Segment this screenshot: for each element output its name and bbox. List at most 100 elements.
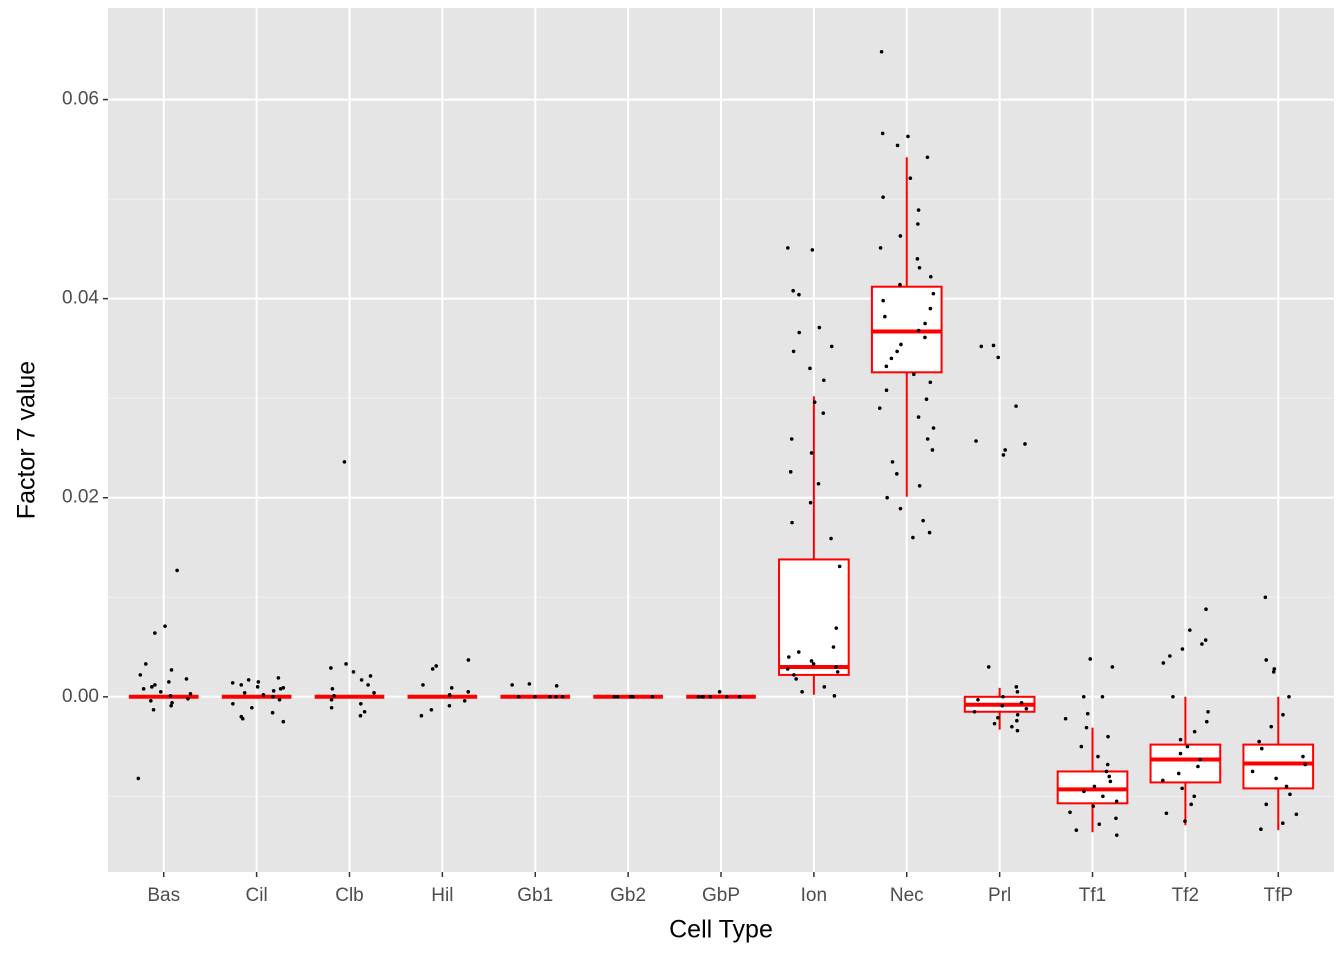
point: [1164, 811, 1169, 816]
point: [1097, 822, 1102, 827]
point: [1161, 778, 1165, 783]
y-tick-label: 0.06: [62, 89, 99, 110]
point: [1088, 657, 1093, 661]
point: [884, 364, 889, 369]
point: [895, 472, 899, 476]
point: [789, 437, 794, 441]
point: [554, 684, 559, 688]
point: [516, 695, 521, 699]
point: [332, 694, 336, 698]
point: [829, 344, 834, 349]
point: [330, 687, 335, 691]
grid: [108, 8, 1334, 872]
point: [791, 288, 795, 293]
point: [1185, 744, 1190, 749]
point: [1015, 712, 1020, 717]
point: [1178, 751, 1183, 756]
point: [1001, 695, 1005, 699]
x-tick-label: GbP: [702, 885, 740, 906]
point: [928, 306, 933, 311]
point: [1084, 725, 1089, 730]
x-tick-label: Gb2: [610, 885, 646, 906]
point: [158, 690, 163, 694]
point: [979, 344, 984, 349]
point: [447, 703, 452, 708]
point: [1294, 812, 1299, 817]
point: [785, 667, 790, 671]
point: [1200, 642, 1204, 646]
point: [1257, 739, 1261, 744]
point: [1104, 769, 1109, 774]
point: [175, 568, 179, 573]
point: [169, 703, 173, 708]
point: [351, 670, 356, 674]
point: [925, 155, 930, 160]
point: [927, 530, 932, 535]
point: [1015, 728, 1020, 733]
point: [250, 705, 254, 710]
point: [822, 685, 827, 689]
point: [1204, 607, 1208, 612]
point: [1096, 754, 1100, 759]
box: [1149, 743, 1222, 784]
point: [138, 673, 143, 677]
x-tick-label: Clb: [335, 885, 364, 906]
point: [1082, 789, 1086, 794]
point: [885, 495, 889, 500]
point: [1081, 695, 1086, 699]
point: [136, 776, 141, 781]
point: [1015, 690, 1020, 694]
point: [421, 683, 425, 687]
point: [366, 683, 370, 687]
point: [1092, 784, 1097, 789]
point: [916, 415, 921, 419]
point: [812, 400, 817, 404]
point: [832, 694, 837, 698]
point: [1180, 647, 1185, 651]
point: [169, 668, 174, 672]
point: [917, 483, 922, 488]
point: [329, 666, 333, 670]
point: [708, 695, 713, 699]
point: [817, 325, 822, 330]
point: [884, 388, 889, 393]
point: [1014, 404, 1018, 408]
point: [170, 700, 174, 705]
point: [809, 451, 814, 455]
point: [908, 176, 913, 181]
point: [276, 676, 281, 680]
point: [696, 695, 701, 699]
point: [1107, 774, 1112, 779]
point: [1301, 754, 1305, 759]
point: [188, 692, 193, 696]
point: [362, 709, 367, 714]
point: [231, 701, 235, 706]
point: [928, 274, 933, 279]
point: [717, 690, 722, 694]
point: [881, 298, 885, 303]
point: [810, 248, 815, 252]
point: [1189, 802, 1193, 807]
point: [527, 682, 532, 686]
point: [796, 650, 801, 654]
point: [151, 707, 156, 712]
point: [1198, 757, 1202, 762]
point: [794, 677, 798, 681]
point: [342, 460, 347, 464]
point: [996, 355, 1000, 360]
point: [246, 678, 251, 682]
point: [916, 222, 920, 226]
point: [976, 697, 980, 702]
point: [912, 372, 916, 377]
point: [1203, 638, 1208, 642]
point: [1114, 816, 1118, 821]
point: [787, 655, 791, 659]
point: [906, 134, 910, 139]
point: [923, 335, 927, 340]
point: [1264, 658, 1269, 662]
point: [1100, 695, 1105, 699]
point: [359, 701, 363, 706]
point: [239, 683, 244, 687]
point: [1287, 695, 1291, 699]
point: [359, 678, 364, 682]
